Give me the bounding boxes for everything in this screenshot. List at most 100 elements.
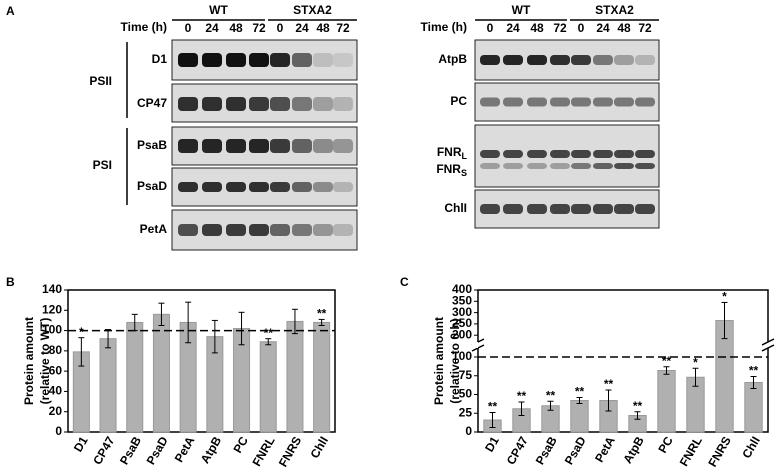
band <box>202 139 222 153</box>
band <box>527 204 547 214</box>
y-tick-label: 300 <box>452 305 472 319</box>
time-tick: 72 <box>252 21 266 35</box>
band <box>202 53 222 67</box>
panel-label: B <box>6 275 15 289</box>
x-tick-label: PsaB <box>117 434 144 467</box>
significance: ** <box>517 389 527 403</box>
band <box>178 139 198 153</box>
time-tick: 24 <box>596 21 610 35</box>
band <box>550 55 570 65</box>
band <box>226 139 246 153</box>
band <box>313 224 333 236</box>
band <box>292 224 312 236</box>
row-label: AtpB <box>438 52 467 66</box>
bar <box>99 338 117 433</box>
y-tick-label: 25 <box>459 405 473 419</box>
band <box>635 163 655 169</box>
band <box>226 224 246 236</box>
time-tick: 48 <box>617 21 631 35</box>
x-tick-label: D1 <box>71 434 91 455</box>
x-tick-label: PetA <box>592 434 618 465</box>
row-label: ChlI <box>444 201 467 215</box>
x-tick-label: ChlI <box>308 434 331 461</box>
significance: ** <box>546 388 556 402</box>
band <box>226 53 246 67</box>
x-tick-label: PsaD <box>562 434 589 467</box>
band <box>313 97 333 111</box>
band <box>571 55 591 65</box>
band <box>635 97 655 107</box>
band <box>226 182 246 192</box>
band <box>614 163 634 169</box>
time-tick: 24 <box>205 21 219 35</box>
y-tick-label: 100 <box>452 349 472 363</box>
band <box>313 53 333 67</box>
x-tick-label: ChlI <box>739 434 762 461</box>
bar <box>570 400 589 433</box>
group-label: PSI <box>93 158 112 172</box>
y-tick-label: 40 <box>49 384 63 398</box>
band <box>550 204 570 214</box>
time-tick: 0 <box>185 21 192 35</box>
y-tick-label: 80 <box>49 343 63 357</box>
x-tick-label: AtpB <box>198 434 225 466</box>
band <box>593 150 613 158</box>
y-axis-label: (relative to WT) <box>38 318 52 405</box>
time-label: Time (h) <box>421 20 467 34</box>
band <box>292 139 312 153</box>
band <box>178 97 198 111</box>
significance: ** <box>604 377 614 391</box>
band <box>527 97 547 107</box>
band <box>270 97 290 111</box>
group-label: STXA2 <box>293 3 332 17</box>
band <box>202 182 222 192</box>
axis-break-gap <box>472 342 478 348</box>
x-tick-label: FNRL <box>677 434 705 469</box>
significance: ** <box>488 400 498 414</box>
band <box>480 97 500 107</box>
axis-break-gap <box>472 342 774 348</box>
time-tick: 24 <box>506 21 520 35</box>
band <box>614 55 634 65</box>
row-label: FNRL <box>437 145 468 161</box>
band <box>249 97 269 111</box>
significance: * <box>722 290 727 304</box>
band <box>270 224 290 236</box>
band <box>503 150 523 158</box>
band <box>571 204 591 214</box>
band <box>480 150 500 158</box>
bar <box>259 341 277 433</box>
y-axis-label: (relative to 0 h) <box>448 318 462 403</box>
y-tick-label: 60 <box>49 363 63 377</box>
y-tick-label: 400 <box>452 282 472 296</box>
band <box>593 97 613 107</box>
time-tick: 72 <box>553 21 567 35</box>
x-tick-label: CP47 <box>504 434 531 467</box>
band <box>333 53 353 67</box>
band <box>313 182 333 192</box>
time-tick: 72 <box>638 21 652 35</box>
band <box>270 182 290 192</box>
band <box>178 53 198 67</box>
significance: * <box>79 325 84 339</box>
band <box>614 204 634 214</box>
bar <box>126 321 144 433</box>
y-tick-label: 200 <box>452 327 472 341</box>
significance: ** <box>633 399 643 413</box>
x-tick-label: PC <box>655 434 676 456</box>
significance: ** <box>662 354 672 368</box>
band <box>178 224 198 236</box>
x-tick-label: PsaD <box>144 434 171 467</box>
x-tick-label: AtpB <box>620 434 647 466</box>
band <box>292 97 312 111</box>
band <box>480 204 500 214</box>
band <box>270 139 290 153</box>
y-tick-label: 0 <box>55 424 62 438</box>
significance: ** <box>749 364 759 378</box>
band <box>550 97 570 107</box>
band <box>593 163 613 169</box>
band <box>635 55 655 65</box>
band <box>503 55 523 65</box>
time-tick: 0 <box>578 21 585 35</box>
y-tick-label: 0 <box>465 424 472 438</box>
